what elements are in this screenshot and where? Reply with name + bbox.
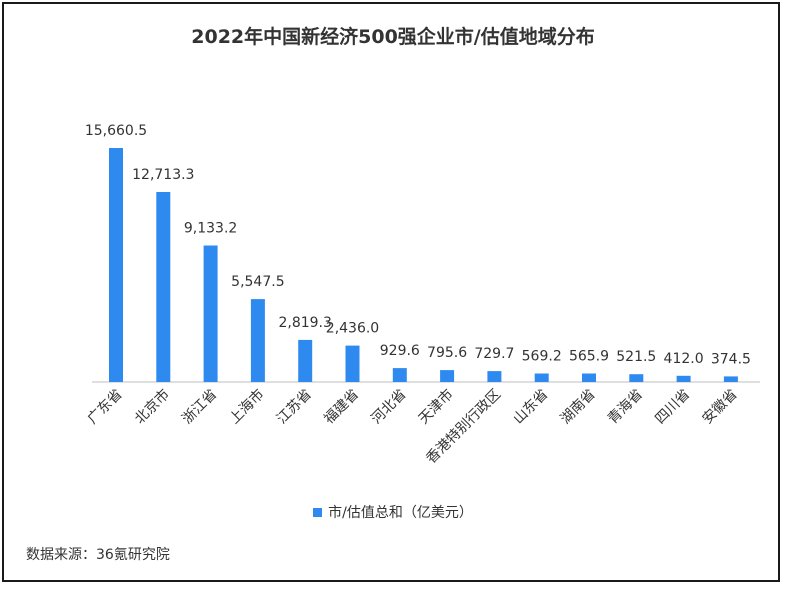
value-label-5: 2,436.0 bbox=[326, 321, 379, 337]
category-label-12: 四川省 bbox=[652, 386, 693, 427]
value-label-4: 2,819.3 bbox=[278, 315, 331, 331]
bar-12 bbox=[676, 375, 691, 382]
value-label-13: 374.5 bbox=[711, 351, 751, 367]
bar-7 bbox=[440, 370, 455, 382]
chart-frame bbox=[2, 2, 780, 582]
chart-legend: 市/估值总和（亿美元） bbox=[0, 502, 786, 522]
category-label-1: 北京市 bbox=[131, 386, 173, 428]
category-label-3: 上海市 bbox=[226, 386, 268, 428]
value-label-9: 569.2 bbox=[522, 349, 562, 365]
category-label-5: 福建省 bbox=[321, 386, 362, 427]
category-label-11: 青海省 bbox=[605, 386, 646, 427]
value-label-2: 9,133.2 bbox=[184, 221, 237, 237]
category-label-7: 天津市 bbox=[415, 386, 457, 428]
bar-13 bbox=[723, 376, 738, 382]
value-label-6: 929.6 bbox=[380, 343, 420, 359]
data-source-note: 数据来源：36氪研究院 bbox=[26, 547, 170, 563]
bar-3 bbox=[250, 299, 265, 382]
bar-9 bbox=[534, 373, 549, 382]
bar-1 bbox=[156, 192, 171, 382]
bar-8 bbox=[487, 371, 502, 382]
category-label-0: 广东省 bbox=[85, 386, 126, 427]
value-label-7: 795.6 bbox=[427, 345, 467, 361]
bar-4 bbox=[298, 339, 313, 382]
bar-0 bbox=[109, 148, 123, 382]
category-label-10: 湖南省 bbox=[558, 386, 599, 427]
category-label-13: 安徽省 bbox=[700, 386, 741, 427]
bar-5 bbox=[345, 345, 360, 382]
value-label-8: 729.7 bbox=[474, 346, 514, 362]
legend-swatch bbox=[313, 507, 323, 517]
value-label-10: 565.9 bbox=[569, 349, 609, 365]
category-label-9: 山东省 bbox=[510, 386, 551, 427]
value-label-0: 15,660.5 bbox=[85, 123, 147, 139]
category-label-2: 浙江省 bbox=[179, 386, 220, 427]
category-label-6: 河北省 bbox=[368, 386, 409, 427]
value-label-3: 5,547.5 bbox=[231, 274, 284, 290]
bar-2 bbox=[203, 245, 218, 382]
value-label-11: 521.5 bbox=[616, 349, 656, 365]
category-label-4: 江苏省 bbox=[274, 386, 315, 427]
bar-6 bbox=[392, 368, 407, 382]
chart-title: 2022年中国新经济500强企业市/估值地域分布 bbox=[191, 26, 595, 48]
legend-label: 市/估值总和（亿美元） bbox=[328, 505, 473, 521]
bar-11 bbox=[629, 374, 644, 382]
bar-10 bbox=[582, 373, 596, 382]
value-label-12: 412.0 bbox=[664, 351, 704, 367]
value-label-1: 12,713.3 bbox=[132, 167, 194, 183]
